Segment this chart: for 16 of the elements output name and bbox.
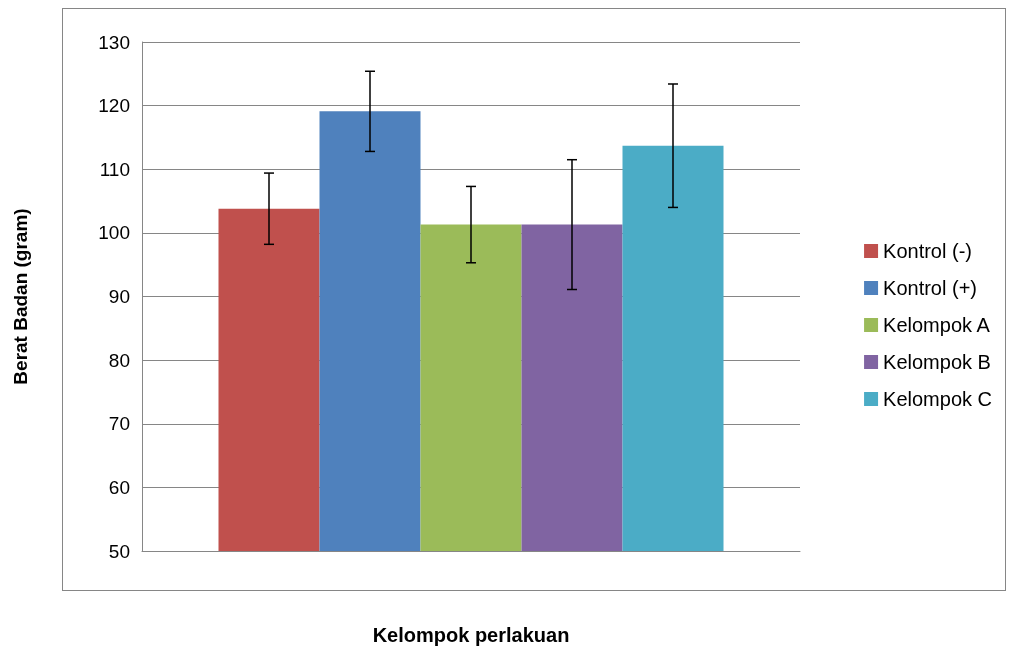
y-tick-label: 90 bbox=[108, 286, 130, 307]
legend-label: Kelompok A bbox=[883, 314, 991, 336]
x-axis-title: Kelompok perlakuan bbox=[372, 624, 570, 646]
legend-label: Kelompok B bbox=[883, 351, 991, 373]
y-axis-title: Berat Badan (gram) bbox=[10, 208, 31, 385]
y-tick-label: 60 bbox=[108, 476, 130, 498]
y-tick-label: 120 bbox=[98, 95, 130, 117]
y-tick-label: 70 bbox=[108, 413, 130, 435]
y-tick-label: 100 bbox=[98, 222, 130, 244]
y-tick-label: 110 bbox=[99, 158, 130, 180]
y-tick-label: 50 bbox=[108, 540, 130, 562]
legend-label: Kelompok C bbox=[883, 388, 992, 410]
legend-label: Kontrol (-) bbox=[883, 240, 972, 262]
y-tick-label: 80 bbox=[108, 349, 130, 371]
legend-label: Kontrol (+) bbox=[883, 277, 977, 299]
y-tick-label: 130 bbox=[98, 31, 130, 53]
